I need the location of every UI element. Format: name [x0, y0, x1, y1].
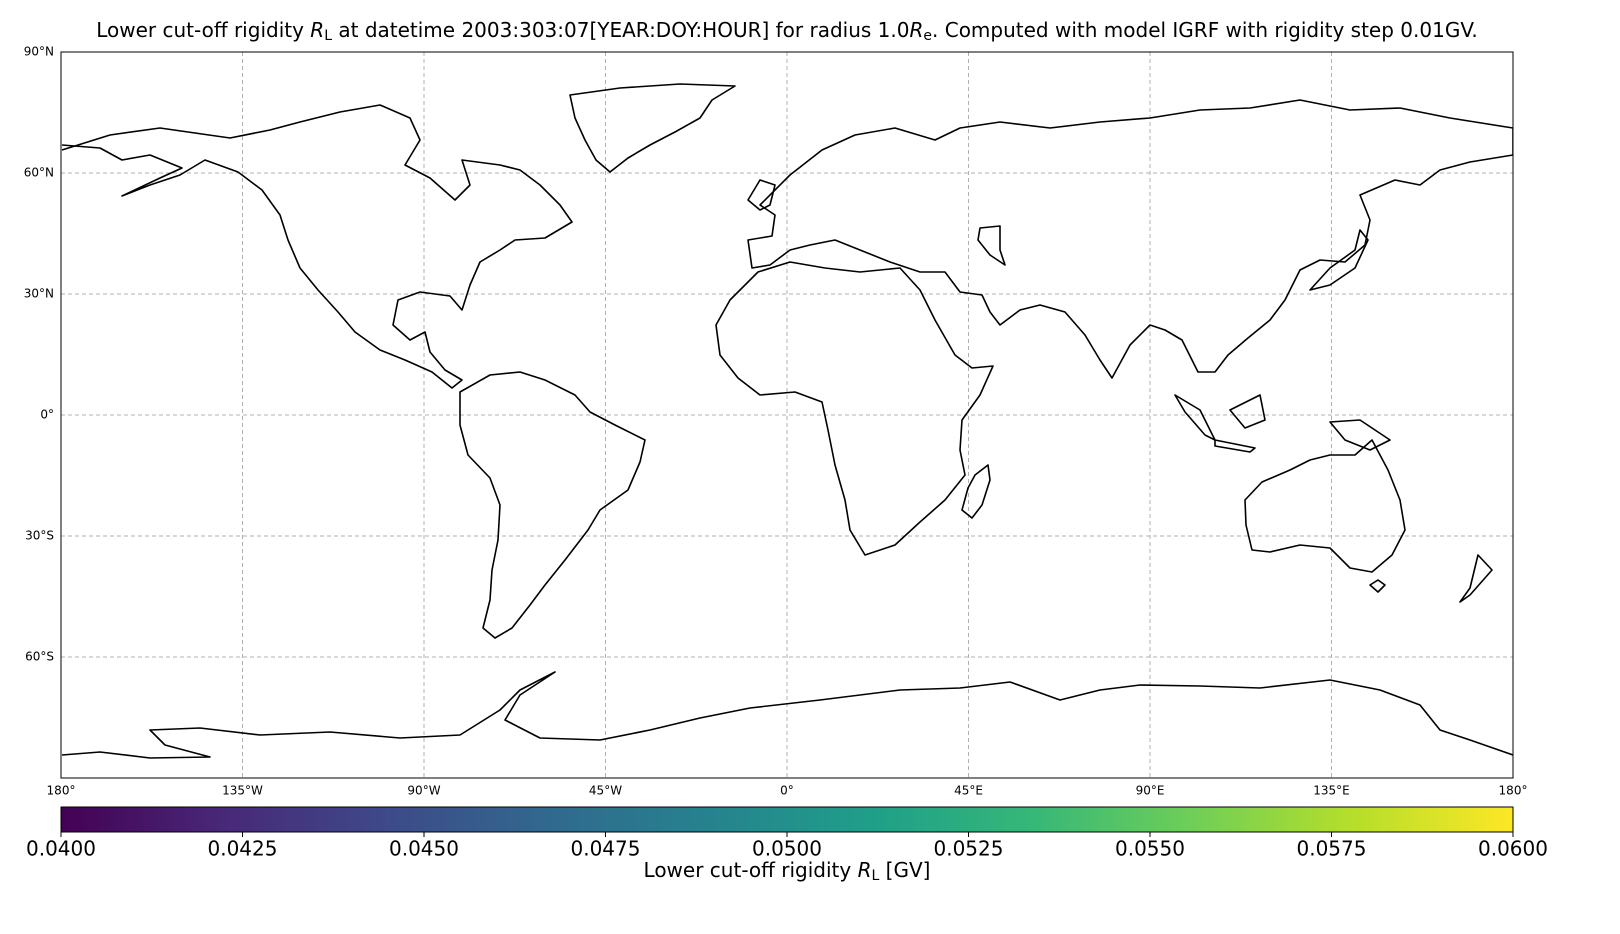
colorbar-label-part: L: [872, 868, 880, 884]
colorbar-tick-label: 0.0525: [934, 837, 1004, 861]
title-part: R: [310, 18, 324, 42]
coastline: [1309, 229, 1369, 291]
x-tick-label: 45°E: [954, 784, 983, 798]
colorbar-tick-label: 0.0600: [1478, 837, 1548, 861]
title-part: . Computed with model IGRF with rigidity…: [932, 18, 1478, 42]
map-frame: [60, 51, 1514, 779]
y-tick-label: 30°N: [24, 287, 54, 301]
coastline: [747, 99, 1513, 379]
title-part: at datetime 2003:303:07[YEAR:DOY:HOUR] f…: [332, 18, 909, 42]
colorbar-tick-label: 0.0550: [1115, 837, 1185, 861]
colorbar-label-part: [GV]: [879, 858, 930, 882]
x-tick-label: 180°: [47, 784, 76, 798]
y-tick-label: 0°: [40, 408, 54, 422]
title-part: L: [324, 28, 332, 44]
title-part: Lower cut-off rigidity: [96, 18, 310, 42]
chart-title: Lower cut-off rigidity RL at datetime 20…: [96, 18, 1478, 45]
colorbar-label-part: R: [858, 858, 872, 882]
y-tick-label: 60°S: [25, 650, 54, 664]
axis-ticks: 180° 135°W 90°W 45°W 0° 45°E 90°E 135°E 180° 90°N…: [24, 45, 1528, 798]
x-tick-label: 0°: [780, 784, 794, 798]
x-tick-label: 135°W: [222, 784, 263, 798]
coastline: [1174, 394, 1391, 453]
grid: [60, 51, 1514, 778]
x-tick-label: 45°W: [589, 784, 622, 798]
coastline: [61, 671, 1513, 759]
x-tick-label: 90°E: [1136, 784, 1165, 798]
colorbar-tick-label: 0.0450: [389, 837, 459, 861]
y-tick-label: 90°N: [24, 45, 54, 59]
coastline: [1369, 579, 1386, 593]
colorbar-tick-label: 0.0475: [571, 837, 641, 861]
coastline: [961, 464, 991, 519]
colorbar-tick-label: 0.0575: [1297, 837, 1367, 861]
y-tick-label: 60°N: [24, 166, 54, 180]
coastline: [569, 83, 736, 173]
y-tick-label: 30°S: [25, 529, 54, 543]
coastline: [747, 179, 776, 211]
coastline: [1244, 439, 1406, 573]
coastline: [1459, 554, 1493, 603]
coastline: [977, 225, 1006, 266]
colorbar-tick-label: 0.0400: [26, 837, 96, 861]
x-tick-label: 135°E: [1313, 784, 1350, 798]
title-part: e: [923, 28, 932, 44]
x-tick-label: 180°: [1499, 784, 1528, 798]
colorbar-label-part: Lower cut-off rigidity: [644, 858, 858, 882]
colorbar-tick-label: 0.0425: [208, 837, 278, 861]
coastline: [61, 104, 573, 389]
colorbar-ticks: 0.0400 0.0425 0.0450 0.0475 0.0500 0.0525 0.05…: [26, 832, 1548, 861]
colorbar-tick-label: 0.0500: [752, 837, 822, 861]
title-part: R: [909, 18, 923, 42]
x-tick-label: 90°W: [407, 784, 440, 798]
coastlines: [61, 83, 1513, 759]
coastline: [459, 371, 646, 639]
coastline: [715, 261, 994, 556]
colorbar-label: Lower cut-off rigidity RL [GV]: [644, 858, 931, 885]
colorbar: [60, 806, 1514, 833]
